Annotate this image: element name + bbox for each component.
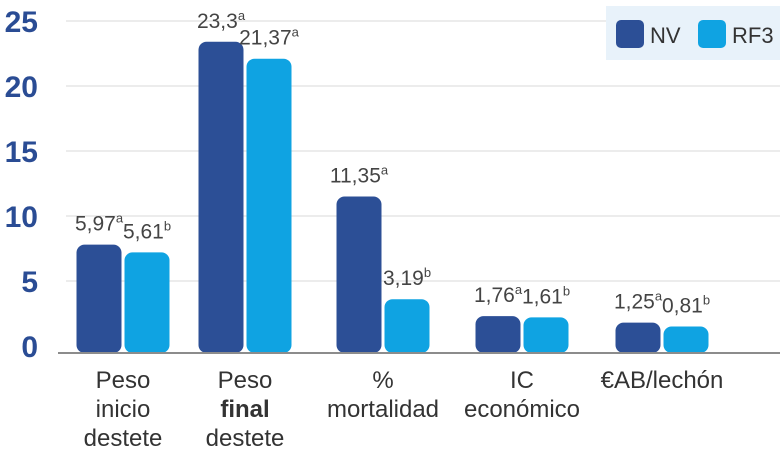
bars [76,41,709,354]
data-label-rf3: 3,19b [383,265,431,290]
bar-rf3 [246,58,292,353]
legend: NV RF3 [606,6,780,60]
y-tick-label: 10 [5,201,38,234]
bar-rf3 [124,252,170,353]
data-label-nv: 1,25a [614,289,663,314]
legend-swatch-nv [616,20,644,48]
data-label-rf3: 21,37a [239,25,300,50]
x-category-label: Peso inicio destete [84,367,163,452]
bar-nv [475,316,521,353]
y-tick-label: 20 [5,71,38,104]
bar-nv [198,41,244,354]
y-tick-label: 0 [21,331,38,364]
legend-label-nv: NV [650,23,681,48]
bar-nv [615,322,661,353]
x-category-label: €AB/lechón [601,367,724,394]
data-label-nv: 1,76a [474,282,523,307]
data-label-nv: 11,35a [330,163,389,188]
grid-lines [66,20,780,282]
y-tick-label: 15 [5,136,38,169]
bar-rf3 [523,317,569,353]
y-axis-tick-labels: 0 5 10 15 20 25 [5,6,38,364]
bar-nv [336,196,382,353]
data-label-rf3: 0,81b [662,293,710,318]
bar-nv [76,244,122,353]
y-tick-label: 5 [21,266,38,299]
x-category-label: IC económico [464,367,580,423]
y-tick-label: 25 [5,6,38,39]
data-label-nv: 23,3a [197,8,246,33]
data-labels: 5,97a 23,3a 11,35a 1,76a 1,25a 5,61b 21,37a 3,1… [75,8,710,318]
x-axis-category-labels: Peso inicio destete Peso final destete % mortal… [84,367,724,452]
bar-rf3 [663,326,709,353]
bar-rf3 [384,299,430,353]
data-label-nv: 5,97a [75,211,124,236]
x-category-label: Peso final destete [206,367,285,452]
x-category-label: % mortalidad [327,367,439,423]
legend-label-rf3: RF3 [732,23,774,48]
legend-swatch-rf3 [698,20,726,48]
data-label-rf3: 1,61b [522,283,570,308]
data-label-rf3: 5,61b [123,218,171,243]
